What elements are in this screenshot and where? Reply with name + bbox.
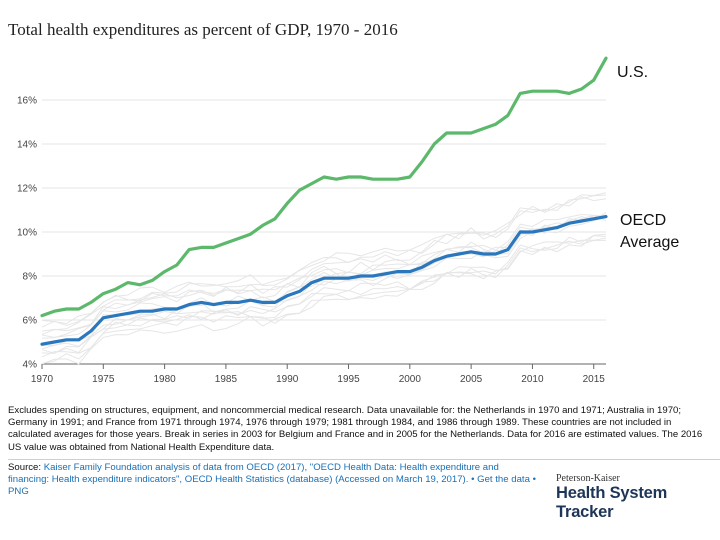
- country-line: [41, 213, 607, 328]
- separator: •: [468, 474, 478, 486]
- x-tick-label: 1985: [215, 374, 238, 385]
- get-data-link[interactable]: Get the data: [477, 474, 530, 486]
- y-axis-ticks: 4% 6% 8% 10% 12% 14% 16%: [17, 96, 37, 371]
- y-tick-label: 6%: [23, 316, 38, 327]
- y-tick-label: 12%: [17, 184, 37, 195]
- png-link[interactable]: PNG: [8, 486, 29, 498]
- country-line: [41, 192, 607, 325]
- x-tick-label: 1990: [276, 374, 299, 385]
- x-tick-label: 1995: [337, 374, 360, 385]
- brand-logo[interactable]: Peterson-Kaiser Health System Tracker: [556, 473, 720, 522]
- gridlines: [42, 99, 606, 365]
- y-tick-label: 14%: [17, 140, 37, 151]
- oecd-series-label: OECD Average: [620, 210, 679, 254]
- y-tick-label: 4%: [23, 360, 38, 371]
- country-line: [41, 237, 607, 347]
- y-tick-label: 8%: [23, 272, 38, 283]
- source-label: Source:: [8, 462, 44, 473]
- series-lines: [40, 56, 608, 346]
- country-line: [41, 216, 607, 358]
- country-line: [41, 239, 607, 365]
- separator: •: [529, 474, 536, 486]
- country-line: [41, 215, 607, 354]
- oecd-label-line2: Average: [620, 234, 680, 251]
- y-tick-label: 10%: [17, 228, 37, 239]
- x-tick-label: 2015: [583, 374, 606, 385]
- brand-main: Health System Tracker: [556, 484, 668, 521]
- divider: [8, 459, 720, 460]
- country-line: [41, 235, 607, 365]
- country-line: [41, 211, 607, 332]
- x-tick-label: 2000: [399, 374, 422, 385]
- y-tick-label: 16%: [17, 96, 37, 107]
- x-tick-label: 2010: [521, 374, 544, 385]
- country-line: [41, 233, 607, 354]
- chart-title: Total health expenditures as percent of …: [8, 20, 398, 39]
- x-tick-label: 2005: [460, 374, 483, 385]
- x-tick-label: 1970: [31, 374, 54, 385]
- us-line: [40, 56, 608, 318]
- line-chart: 4%6%8%10%12%14%16% 1970 1975 1980 1985 1990 1…: [17, 56, 608, 385]
- x-axis-ticks: 1970 1975 1980 1985 1990 1995 2000 2005 2010 2015: [31, 364, 605, 385]
- oecd-average-line: [40, 215, 608, 346]
- country-line: [41, 194, 607, 339]
- oecd-label-line1: OECD: [620, 212, 667, 229]
- x-tick-label: 1975: [92, 374, 115, 385]
- brand-top: Peterson-Kaiser: [556, 473, 620, 484]
- source-text: Source: Kaiser Family Foundation analysi…: [8, 462, 538, 499]
- x-tick-label: 1980: [153, 374, 176, 385]
- us-series-label: U.S.: [617, 64, 649, 81]
- chart-notes: Excludes spending on structures, equipme…: [8, 405, 703, 453]
- source-link[interactable]: Kaiser Family Foundation analysis of dat…: [8, 462, 499, 486]
